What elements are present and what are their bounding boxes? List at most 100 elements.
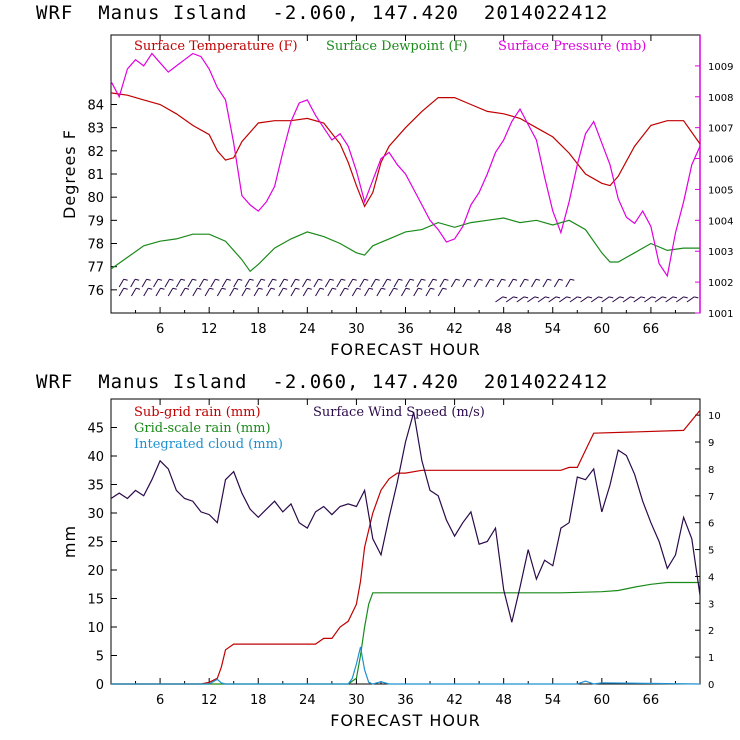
wind-barb-flag [478,278,483,281]
y-tick-label: 5 [96,650,104,665]
y-tick-label: 0 [96,678,104,693]
wind-barb [347,278,354,288]
wind-barb [118,278,125,288]
wind-barb [565,278,571,288]
legend-entry: Integrated cloud (mm) [134,437,283,452]
wind-barb-flag [409,278,415,281]
wind-barb [143,287,149,297]
wind-barb-flag [341,278,346,281]
wind-barb [580,296,589,303]
wind-barb-flag [545,296,550,299]
wind-barb [548,296,557,303]
wind-barb [210,278,216,288]
wind-barb [315,287,321,297]
y2-tick-label: 8 [708,465,714,476]
wind-barb-flag [344,287,349,290]
wind-barb [439,278,445,288]
wind-barb [400,287,407,297]
x-tick-label: 42 [446,693,463,708]
wind-barb [553,278,560,288]
wind-barb [198,278,205,288]
x-tick-label: 54 [544,693,561,708]
wind-barb [376,287,382,297]
y-tick-label: 82 [87,145,104,160]
wind-barb [313,278,319,288]
wind-barb [601,296,610,303]
wind-barb [256,278,262,288]
wind-barb [612,296,621,303]
wind-barb-flag [662,296,667,299]
series-line-surface-dewpoint-f [110,217,700,273]
wind-barb-flag [640,296,646,299]
wind-barb-flag [258,287,263,290]
wind-barb-flag [570,278,575,281]
wind-barb-flag [430,287,435,290]
wind-barb [505,296,514,303]
wind-barb-flag [356,287,361,290]
wind-barb [290,278,296,288]
wind-barb [204,287,211,297]
wind-barb-flag [233,287,239,290]
wind-barb [644,296,653,303]
y2-tick-label: 5 [708,546,714,557]
wind-barb-flag [398,278,403,281]
wind-barb [425,287,431,297]
x-tick-label: 24 [299,693,316,708]
wind-barb [336,278,342,288]
wind-barb-flag [368,287,374,290]
wind-barb [450,278,457,288]
wind-barb [131,287,137,297]
legend-entry: Surface Pressure (mb) [498,39,646,54]
wind-barb-flag [444,278,449,281]
y2-tick-label: 9 [708,438,714,449]
x-tick-label: 48 [495,322,512,337]
wind-barb-flag [566,296,571,299]
y-tick-label: 83 [87,122,104,137]
wind-barb-flag [246,287,251,290]
wind-barb-flag [249,278,254,281]
wind-barb [301,278,308,288]
y2-tick-label: 1 [708,653,714,664]
wind-barb [633,296,642,303]
series-line-sub-grid-rain-mm [111,410,701,685]
wind-barb-flag [260,278,266,281]
legend-entry: Surface Wind Speed (m/s) [313,405,485,420]
wind-barb [485,278,491,288]
wind-barb [542,278,548,288]
wind-barb [153,278,159,288]
wind-barb-flag [598,296,603,299]
wind-barb [155,287,161,297]
wind-barb [496,278,503,288]
wind-barb [176,278,182,288]
wind-barb [654,296,663,303]
y2-tick-label: 1002 [708,278,733,289]
wind-barb [221,278,228,288]
wind-barb-flag [319,287,325,290]
wind-barb-flag [157,278,163,281]
wind-barb [279,278,285,288]
y2-tick-label: 1001 [708,309,733,320]
wind-barb [370,278,377,288]
series-line-grid-scale-rain-mm [111,581,700,685]
wind-barb [405,278,411,288]
series-line-surface-wind-speed-m-s [110,412,701,623]
wind-barb [229,287,235,297]
series-line-integrated-cloud-mm [111,646,701,685]
wind-barb-flag [418,287,423,290]
x-tick-label: 60 [594,693,611,708]
wind-barb [187,278,193,288]
wind-barb [118,287,125,297]
wind-barb-flag [558,278,564,281]
wind-barb-flag [318,278,323,281]
y2-tick-label: 1003 [708,247,733,258]
temperature-panel: 6 12 18 24 30 36 42 48 54 60 66 FORECAST HOUR 76 77 78… [60,34,733,359]
y-tick-label: 84 [87,99,104,114]
wind-barb-flag [364,278,369,281]
x-tick-label: 36 [397,693,414,708]
x-tick-label: 12 [201,693,218,708]
legend-entry: Surface Dewpoint (F) [326,39,468,54]
y-tick-label: 30 [87,507,104,522]
y-tick-label: 25 [87,536,104,551]
y2-tick-label: 1007 [708,124,733,135]
